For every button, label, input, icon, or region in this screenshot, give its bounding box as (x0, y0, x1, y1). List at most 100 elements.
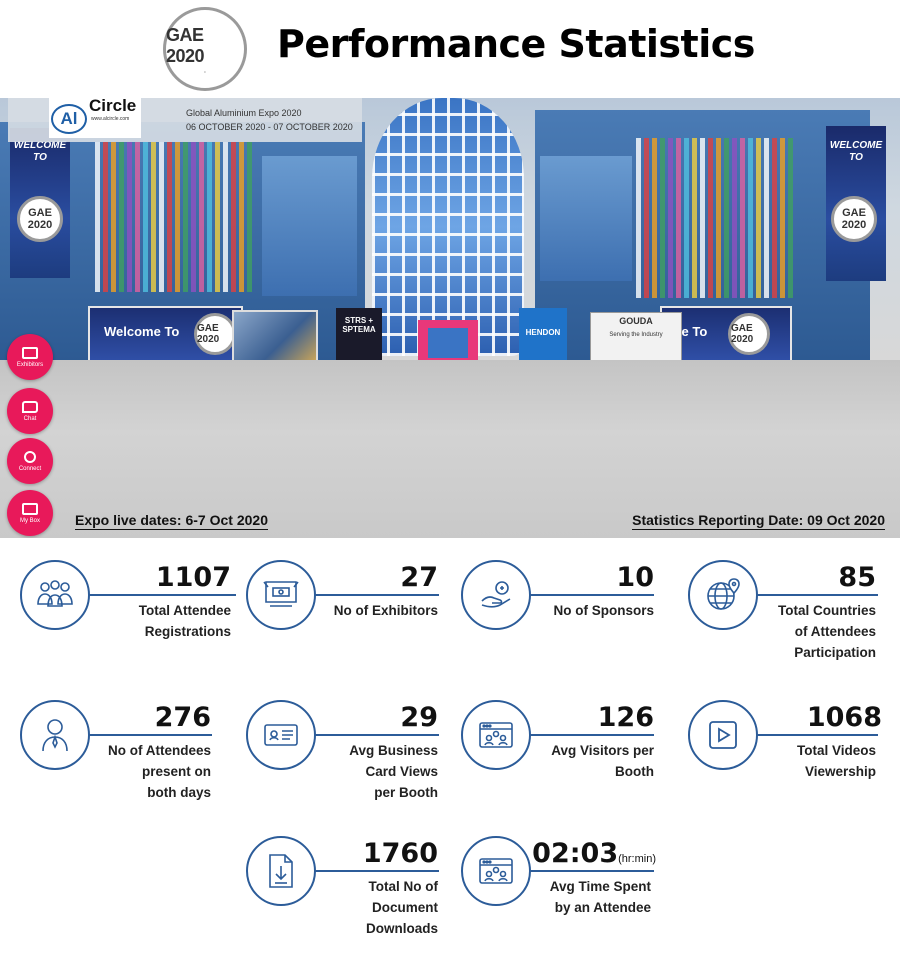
stat-label: Total Countries of Attendees Participati… (777, 603, 876, 660)
hand-coin-icon (461, 560, 531, 630)
decor-slat (167, 142, 172, 292)
stat-unit: (hr:min) (618, 853, 656, 865)
stat-value: 10 (616, 562, 654, 593)
decor-slat (764, 138, 769, 298)
decor-slat (668, 138, 673, 298)
decor-slat (740, 138, 745, 298)
expo-name: Global Aluminium Expo 2020 (186, 108, 302, 118)
stat-label: Total No of Document Downloads (365, 879, 438, 936)
expo-hall-image: WELCOME TO GAE 2020 WELCOME TO GAE 2020 … (0, 98, 900, 538)
stat-value: 1107 (155, 562, 231, 593)
decor-slat (223, 142, 228, 292)
globe-pin-icon (688, 560, 758, 630)
stat-document-downloads: 1760 Total No of Document Downloads (246, 836, 461, 956)
booth-sponsor-hendon: HENDON (519, 308, 567, 362)
stat-label: No of Exhibitors (333, 603, 438, 618)
booth-icon (246, 560, 316, 630)
decor-slat (772, 138, 777, 298)
gae-badge-left: GAE 2020 (17, 196, 63, 242)
chat-button[interactable]: Chat (7, 388, 53, 434)
decor-slat (103, 142, 108, 292)
expo-dates: 06 OCTOBER 2020 - 07 OCTOBER 2020 (186, 122, 353, 132)
booth-sponsor-strs: STRS + SPTEMA (336, 308, 382, 364)
decor-slat (127, 142, 132, 292)
welcome-banner-right: WELCOME TO GAE 2020 (826, 126, 886, 281)
decor-slat (135, 142, 140, 292)
decor-slat (95, 142, 100, 292)
welcome-strip-right: me To GAE 2020 (660, 306, 792, 364)
decor-slat (159, 142, 164, 292)
decor-slat (247, 142, 252, 292)
decor-slat (239, 142, 244, 292)
decor-slat (111, 142, 116, 292)
welcome-strip-left: Welcome To GAE 2020 (88, 306, 243, 364)
stat-no-of-sponsors: 10 No of Sponsors (461, 560, 676, 680)
decor-slat (780, 138, 785, 298)
stat-avg-time-spent: 02:03(hr:min) Avg Time Spent by an Atten… (461, 836, 681, 956)
stat-attendees-both-days: 276 No of Attendees present on both days (20, 700, 235, 820)
stat-avg-visitors-per-booth: 126 Avg Visitors per Booth (461, 700, 676, 820)
decor-slat (175, 142, 180, 292)
stat-total-videos-viewership: 1068 Total Videos Viewership (688, 700, 900, 820)
stat-label: No of Attendees present on both days (107, 743, 211, 800)
central-tower (372, 98, 524, 356)
expo-live-dates: Expo live dates: 6-7 Oct 2020 (75, 512, 268, 530)
booth-sponsor-gouda: GOUDA Serving the Industry (590, 312, 682, 362)
decor-slat (716, 138, 721, 298)
decor-slat (231, 142, 236, 292)
page-header: GAE 2020 • Performance Statistics (0, 0, 900, 98)
decor-slat (143, 142, 148, 292)
stat-label: No of Sponsors (553, 603, 655, 618)
stat-no-of-exhibitors: 27 No of Exhibitors (246, 560, 461, 680)
person-icon (20, 700, 90, 770)
decor-slat (151, 142, 156, 292)
decor-slat (199, 142, 204, 292)
booth-screen-1 (232, 310, 318, 362)
group-icon (20, 560, 90, 630)
decor-slat (119, 142, 124, 292)
exhibitors-button[interactable]: Exhibitors (7, 334, 53, 380)
gae-badge-right: GAE 2020 (831, 196, 877, 242)
exhibitors-icon (22, 346, 38, 359)
decor-slat (191, 142, 196, 292)
my-box-button[interactable]: My Box (7, 490, 53, 536)
browser-users-icon (461, 700, 531, 770)
connect-icon (24, 450, 36, 463)
decor-slat (756, 138, 761, 298)
decor-slat (732, 138, 737, 298)
decor-slat (660, 138, 665, 298)
stat-value: 1760 (362, 838, 438, 869)
hall-floor (0, 360, 900, 538)
stat-label: Avg Time Spent by an Attendee (549, 879, 651, 915)
stat-label: Avg Business Card Views per Booth (349, 743, 438, 800)
decor-slat (684, 138, 689, 298)
welcome-banner-left: WELCOME TO GAE 2020 (10, 128, 70, 278)
stat-value: 85 (838, 562, 876, 593)
stat-value: 276 (154, 702, 211, 733)
alcircle-logo: Al Circle www.alcircle.com (49, 98, 141, 138)
connect-button[interactable]: Connect (7, 438, 53, 484)
decor-slat (215, 142, 220, 292)
stat-value: 27 (400, 562, 438, 593)
decor-slat (748, 138, 753, 298)
decor-slat (700, 138, 705, 298)
business-card-icon (246, 700, 316, 770)
stat-label: Total Attendee Registrations (138, 603, 231, 639)
stat-total-countries: 85 Total Countries of Attendees Particip… (688, 560, 900, 680)
stat-total-attendee-registrations: 1107 Total Attendee Registrations (20, 560, 236, 680)
stat-label: Avg Visitors per Booth (551, 743, 654, 779)
document-download-icon (246, 836, 316, 906)
decor-slat (207, 142, 212, 292)
decor-slat (708, 138, 713, 298)
stat-avg-business-card-views: 29 Avg Business Card Views per Booth (246, 700, 461, 820)
stat-value: 126 (597, 702, 654, 733)
stat-value: 1068 (806, 702, 882, 733)
decor-slat (183, 142, 188, 292)
gae-logo: GAE 2020 • (163, 7, 247, 91)
decor-slat (636, 138, 641, 298)
stat-value: 29 (400, 702, 438, 733)
decor-slat (788, 138, 793, 298)
statistics-reporting-date: Statistics Reporting Date: 09 Oct 2020 (632, 512, 885, 530)
decor-slat (652, 138, 657, 298)
stat-value: 02:03(hr:min) (532, 838, 656, 869)
